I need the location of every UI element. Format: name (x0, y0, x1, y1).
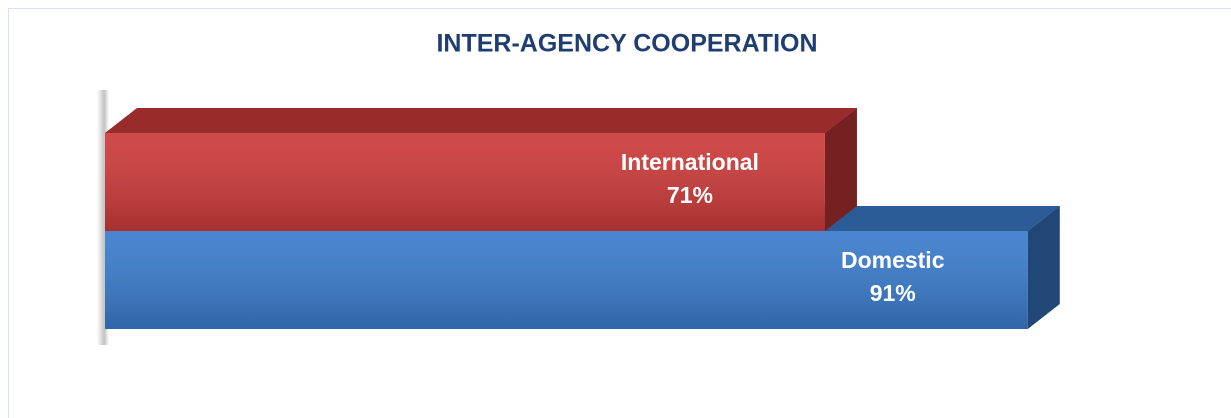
category-label: Domestic (841, 247, 945, 273)
chart-title: INTER-AGENCY COOPERATION (436, 30, 817, 58)
category-label: International (621, 149, 759, 175)
bar-side-shade (1027, 206, 1060, 329)
bar-shade (105, 133, 825, 231)
bar-side-shade (824, 108, 857, 231)
value-label: 91% (870, 280, 916, 306)
bar-top-shade (105, 108, 857, 133)
bar-top (105, 108, 857, 133)
bar-shade (105, 231, 1028, 329)
bar-side (1027, 206, 1060, 329)
value-label: 71% (667, 182, 713, 208)
bar-side (824, 108, 857, 231)
